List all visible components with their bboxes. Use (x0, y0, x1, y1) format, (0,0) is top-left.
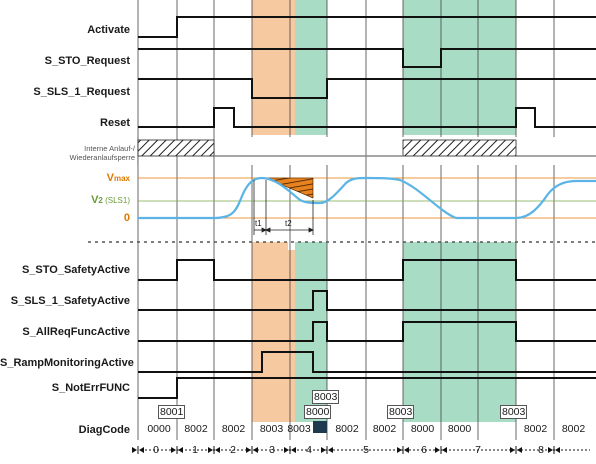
phase-3-lower-background (252, 242, 288, 422)
phase-arrowhead (321, 447, 326, 453)
phase-arrowhead (178, 447, 183, 453)
phase-arrowhead (139, 447, 144, 453)
phase-arrowhead (517, 447, 522, 453)
diag-code-2: 8002 (221, 423, 246, 435)
diag-error-block (313, 421, 327, 433)
phase-3-background (252, 0, 295, 135)
phase-label-0: 0 (153, 444, 159, 456)
diag-code-10: 8002 (561, 423, 586, 435)
phase-arrowhead (442, 447, 447, 453)
phase-6-7-lower-background (403, 242, 516, 422)
ramp-active-trace (138, 351, 596, 373)
label-sto-request: S_STO_Request (44, 55, 130, 67)
label-restart-lock-1: Interne Anlauf-/ (84, 144, 135, 153)
phase-arrowhead (548, 447, 553, 453)
label-sto-active: S_STO_SafetyActive (21, 264, 130, 276)
label-reset: Reset (100, 117, 130, 129)
label-v2: V2 (SLS1) (91, 194, 130, 206)
diag-code-7: 8000 (410, 423, 435, 435)
phase-arrows (132, 446, 560, 454)
time-grid (137, 0, 555, 440)
phase-arrowhead (132, 447, 137, 453)
phase-label-4: 4 (306, 444, 312, 456)
label-activate: Activate (87, 24, 130, 36)
allreq-active-trace (138, 321, 596, 342)
phase-arrowhead (404, 447, 409, 453)
phase-arrowhead (208, 447, 213, 453)
phase-arrowhead (215, 447, 220, 453)
phase-label-6: 6 (421, 444, 427, 456)
label-sls-request: S_SLS_1_Request (33, 86, 130, 98)
diag-code-0: 0000 (147, 423, 171, 435)
phase-arrowhead (510, 447, 515, 453)
sls-active-trace (138, 290, 596, 311)
sto-request-trace (138, 48, 596, 68)
label-allreq-active: S_AllReqFuncActive (22, 326, 130, 338)
activate-trace (138, 16, 596, 38)
diag-box-8000: 8000 (304, 405, 332, 419)
label-noterr: S_NotErrFUNC (51, 382, 130, 394)
phase-arrowhead (435, 447, 440, 453)
signal-traces-top (138, 16, 596, 128)
phase-label-7: 7 (475, 444, 481, 456)
diag-code-4: 8003 (287, 423, 311, 435)
phase-label-8: 8 (538, 444, 544, 456)
label-restart-lock-2: Wiederanlaufsperre (69, 153, 135, 162)
diag-box-8003-c: 8003 (500, 405, 528, 419)
diag-code-9: 8002 (523, 423, 548, 435)
reset-trace (138, 107, 596, 128)
diag-box-8003-a: 8003 (312, 390, 340, 404)
diag-box-8003-b: 8003 (387, 405, 415, 419)
diag-code-3: 8003 (259, 423, 284, 435)
phase-label-1: 1 (192, 444, 198, 456)
phase-arrowhead (284, 447, 289, 453)
label-vmax: Vmax (106, 172, 130, 184)
t1-label: t1 (255, 219, 262, 228)
noterr-trace (138, 377, 596, 399)
signal-traces-bottom (138, 259, 596, 399)
time-markers (253, 180, 314, 235)
diag-code-6: 8002 (372, 423, 397, 435)
speed-curve (138, 176, 596, 220)
diag-code-5: 8002 (335, 423, 359, 435)
diag-box-8001: 8001 (158, 405, 186, 419)
label-zero: 0 (123, 212, 130, 224)
label-sls-active: S_SLS_1_SafetyActive (10, 295, 130, 307)
label-ramp-active: S_RampMonitoringActive (0, 357, 134, 369)
sto-active-trace (138, 259, 596, 281)
t2-label: t2 (285, 219, 292, 228)
phase-arrowhead (328, 447, 333, 453)
phase-label-5: 5 (363, 444, 369, 456)
restart-lock-hatch-1 (137, 139, 215, 157)
phase-arrowhead (555, 447, 560, 453)
phase-arrowhead (246, 447, 251, 453)
diag-code-1: 8002 (184, 423, 208, 435)
phase-3-gap-background (288, 250, 295, 422)
label-diagcode: DiagCode (78, 424, 130, 436)
sls-request-trace (138, 78, 596, 99)
phase-arrowhead (291, 447, 296, 453)
diag-code-8: 8000 (447, 423, 472, 435)
phase-4-background (295, 0, 327, 135)
phase-arrowhead (397, 447, 402, 453)
restart-lock-hatch-2 (402, 139, 517, 157)
phase-label-2: 2 (230, 444, 236, 456)
phase-label-3: 3 (269, 444, 275, 456)
phase-arrowhead (171, 447, 176, 453)
phase-arrowhead (253, 447, 258, 453)
